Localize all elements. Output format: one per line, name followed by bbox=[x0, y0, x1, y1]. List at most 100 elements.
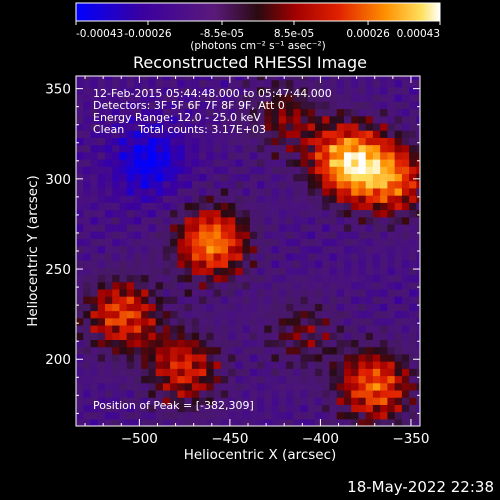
heatmap-cell bbox=[133, 180, 142, 189]
heatmap-cell bbox=[380, 187, 389, 196]
heatmap-cell bbox=[126, 231, 135, 239]
heatmap-cell bbox=[235, 260, 244, 268]
heatmap-cell bbox=[314, 274, 323, 283]
heatmap-cell bbox=[213, 94, 222, 102]
heatmap-cell bbox=[83, 260, 92, 268]
heatmap-cell bbox=[336, 418, 345, 426]
heatmap-cell bbox=[329, 418, 338, 426]
heatmap-cell bbox=[104, 94, 113, 102]
heatmap-cell bbox=[271, 267, 280, 276]
heatmap-cell bbox=[300, 108, 309, 117]
heatmap-cell bbox=[76, 195, 84, 203]
heatmap-cell bbox=[76, 223, 84, 232]
heatmap-cell bbox=[401, 195, 410, 203]
heatmap-cell bbox=[380, 94, 389, 102]
heatmap-cell bbox=[97, 209, 106, 218]
heatmap-cell bbox=[220, 245, 229, 254]
heatmap-cell bbox=[343, 346, 352, 355]
heatmap-cell bbox=[242, 404, 251, 413]
heatmap-cell bbox=[365, 216, 374, 225]
heatmap-cell bbox=[300, 216, 309, 225]
heatmap-cell bbox=[343, 86, 352, 95]
heatmap-cell bbox=[104, 216, 113, 225]
heatmap-cell bbox=[307, 389, 316, 398]
heatmap-cell bbox=[372, 274, 381, 283]
heatmap-cell bbox=[112, 418, 121, 426]
heatmap-cell bbox=[213, 332, 222, 341]
heatmap-cell bbox=[191, 324, 200, 333]
heatmap-cell bbox=[257, 216, 265, 225]
heatmap-cell bbox=[90, 231, 99, 239]
heatmap-cell bbox=[242, 137, 251, 146]
heatmap-cell bbox=[394, 151, 403, 160]
heatmap-cell bbox=[177, 368, 186, 377]
heatmap-cell bbox=[300, 397, 309, 405]
heatmap-cell bbox=[271, 303, 280, 312]
heatmap-cell bbox=[387, 368, 396, 377]
heatmap-cell bbox=[199, 274, 207, 283]
heatmap-cell bbox=[191, 361, 200, 369]
heatmap-cell bbox=[293, 79, 302, 88]
heatmap-cell bbox=[177, 202, 186, 211]
heatmap-cell bbox=[155, 94, 164, 102]
heatmap-cell bbox=[249, 317, 258, 326]
heatmap-cell bbox=[162, 310, 171, 319]
heatmap-cell bbox=[307, 115, 316, 124]
heatmap-cell bbox=[112, 151, 121, 160]
heatmap-cell bbox=[271, 86, 280, 95]
heatmap-cell bbox=[257, 195, 265, 203]
heatmap-cell bbox=[213, 151, 222, 160]
heatmap-cell bbox=[343, 281, 352, 290]
heatmap-cell bbox=[286, 137, 294, 146]
heatmap-cell bbox=[372, 86, 381, 95]
heatmap-cell bbox=[372, 288, 381, 297]
heatmap-cell bbox=[271, 397, 280, 405]
heatmap-cell bbox=[90, 76, 99, 81]
heatmap-cell bbox=[141, 281, 150, 290]
heatmap-cell bbox=[329, 296, 338, 304]
heatmap-cell bbox=[372, 260, 381, 268]
heatmap-cell bbox=[358, 317, 367, 326]
heatmap-cell bbox=[155, 353, 164, 362]
heatmap-cell bbox=[155, 368, 164, 377]
heatmap-cell bbox=[300, 202, 309, 211]
heatmap-cell bbox=[249, 108, 258, 117]
heatmap-cell bbox=[104, 397, 113, 405]
heatmap-cell bbox=[213, 202, 222, 211]
heatmap-cell bbox=[191, 187, 200, 196]
heatmap-cell bbox=[177, 418, 186, 426]
heatmap-cell bbox=[199, 361, 207, 369]
heatmap-cell bbox=[271, 231, 280, 239]
heatmap-cell bbox=[394, 223, 403, 232]
heatmap-cell bbox=[322, 260, 331, 268]
heatmap-cell bbox=[170, 368, 178, 377]
heatmap-cell bbox=[126, 252, 135, 261]
heatmap-cell bbox=[380, 122, 389, 131]
heatmap-cell bbox=[343, 418, 352, 426]
heatmap-cell bbox=[170, 94, 178, 102]
heatmap-cell bbox=[249, 346, 258, 355]
heatmap-cell bbox=[271, 216, 280, 225]
heatmap-cell bbox=[329, 267, 338, 276]
heatmap-cell bbox=[286, 260, 294, 268]
heatmap-cell bbox=[394, 267, 403, 276]
heatmap-cell bbox=[235, 180, 244, 189]
heatmap-cell bbox=[394, 404, 403, 413]
heatmap-cell bbox=[155, 231, 164, 239]
heatmap-cell bbox=[184, 267, 193, 276]
heatmap-cell bbox=[307, 346, 316, 355]
heatmap-cell bbox=[264, 151, 273, 160]
heatmap-cell bbox=[271, 339, 280, 348]
heatmap-cell bbox=[329, 375, 338, 384]
heatmap-cell bbox=[271, 274, 280, 283]
heatmap-cell bbox=[133, 166, 142, 175]
heatmap-cell bbox=[104, 375, 113, 384]
heatmap-cell bbox=[148, 166, 157, 175]
heatmap-cell bbox=[228, 274, 236, 283]
heatmap-cell bbox=[235, 346, 244, 355]
heatmap-cell bbox=[90, 332, 99, 341]
heatmap-cell bbox=[83, 122, 92, 131]
heatmap-cell bbox=[416, 209, 420, 218]
heatmap-cell bbox=[307, 274, 316, 283]
heatmap-cell bbox=[286, 108, 294, 117]
